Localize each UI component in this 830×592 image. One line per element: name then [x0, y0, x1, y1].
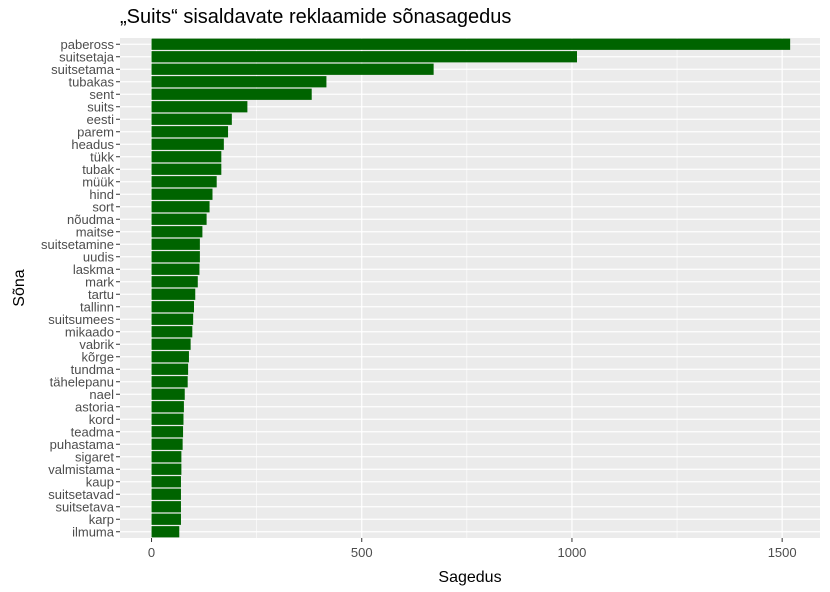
bar	[151, 113, 232, 125]
plot-panel	[120, 38, 820, 538]
y-tick-label: pabeross	[61, 37, 115, 52]
bar	[151, 126, 229, 138]
y-tick-labels: paberosssuitsetajasuitsetamatubakassents…	[41, 37, 120, 539]
bar	[151, 338, 191, 350]
y-tick-label: mark	[85, 274, 114, 289]
y-tick-label: puhastama	[50, 437, 115, 452]
y-tick-label: uudis	[83, 249, 115, 264]
bar	[151, 426, 184, 438]
y-tick-label: tallinn	[80, 299, 114, 314]
bar	[151, 451, 182, 463]
bar	[151, 201, 210, 213]
y-tick-label: sigaret	[75, 449, 114, 464]
y-tick-label: tubak	[82, 162, 114, 177]
y-tick-label: hind	[89, 187, 114, 202]
y-tick-label: valmistama	[48, 462, 115, 477]
y-tick-label: laskma	[73, 262, 115, 277]
y-tick-label: suitsetaja	[59, 49, 115, 64]
y-axis-label: Sõna	[11, 269, 28, 306]
bar	[151, 488, 181, 500]
bar	[151, 351, 189, 363]
y-tick-label: suitsetavad	[48, 487, 114, 502]
bar	[151, 301, 194, 313]
bar	[151, 88, 312, 100]
y-tick-label: suitsetamine	[41, 237, 114, 252]
y-tick-label: sort	[92, 199, 114, 214]
y-tick-label: müük	[82, 174, 114, 189]
y-tick-label: nael	[89, 387, 114, 402]
bar	[151, 401, 184, 413]
y-tick-label: suitsumees	[48, 312, 114, 327]
y-tick-label: teadma	[71, 424, 115, 439]
bar	[151, 38, 791, 50]
bar	[151, 251, 200, 263]
y-tick-label: headus	[71, 137, 114, 152]
y-tick-label: nõudma	[67, 212, 115, 227]
bar	[151, 363, 189, 375]
bar	[151, 388, 185, 400]
bar	[151, 276, 198, 288]
bar	[151, 413, 184, 425]
y-tick-label: kord	[89, 412, 114, 427]
bar	[151, 326, 193, 338]
bar	[151, 176, 217, 188]
x-axis-label: Sagedus	[438, 569, 501, 586]
y-tick-label: karp	[89, 512, 114, 527]
y-tick-label: mikaado	[65, 324, 114, 339]
y-tick-label: suitsetava	[55, 499, 114, 514]
bar	[151, 513, 181, 525]
bar	[151, 288, 196, 300]
y-tick-label: parem	[77, 124, 114, 139]
y-tick-label: eesti	[87, 112, 115, 127]
y-tick-label: maitse	[76, 224, 114, 239]
bar	[151, 188, 213, 200]
y-tick-label: astoria	[75, 399, 115, 414]
y-tick-label: ilmuma	[72, 524, 115, 539]
y-tick-label: tundma	[71, 362, 115, 377]
bar	[151, 463, 182, 475]
x-tick-label: 500	[351, 545, 373, 560]
bar	[151, 163, 222, 175]
bar	[151, 263, 200, 275]
bar	[151, 138, 224, 150]
y-tick-label: tubakas	[68, 74, 114, 89]
y-tick-label: tükk	[90, 149, 114, 164]
bar	[151, 476, 181, 488]
bar	[151, 63, 434, 75]
bar	[151, 313, 194, 325]
y-tick-label: vabrik	[79, 337, 114, 352]
bar	[151, 226, 203, 238]
bar	[151, 438, 183, 450]
bar	[151, 376, 188, 388]
y-tick-label: kaup	[86, 474, 114, 489]
y-tick-label: kõrge	[81, 349, 114, 364]
bar	[151, 213, 207, 225]
y-tick-label: suitsetama	[51, 62, 115, 77]
chart-title: „Suits“ sisaldavate reklaamide sõnasaged…	[120, 6, 512, 28]
x-tick-label: 1500	[768, 545, 797, 560]
y-tick-label: suits	[87, 99, 114, 114]
bar	[151, 526, 180, 538]
minor-gridlines	[256, 38, 678, 538]
x-tick-labels: 0 500 1000 1500	[148, 538, 797, 560]
bar	[151, 501, 181, 513]
x-tick-label: 1000	[557, 545, 586, 560]
bar	[151, 238, 200, 250]
bar	[151, 51, 577, 63]
bars	[151, 38, 791, 538]
bar	[151, 151, 222, 163]
y-tick-label: tartu	[88, 287, 114, 302]
y-tick-label: tähelepanu	[50, 374, 114, 389]
y-tick-label: sent	[89, 87, 114, 102]
bar	[151, 101, 248, 113]
x-tick-label: 0	[148, 545, 155, 560]
bar	[151, 76, 327, 88]
